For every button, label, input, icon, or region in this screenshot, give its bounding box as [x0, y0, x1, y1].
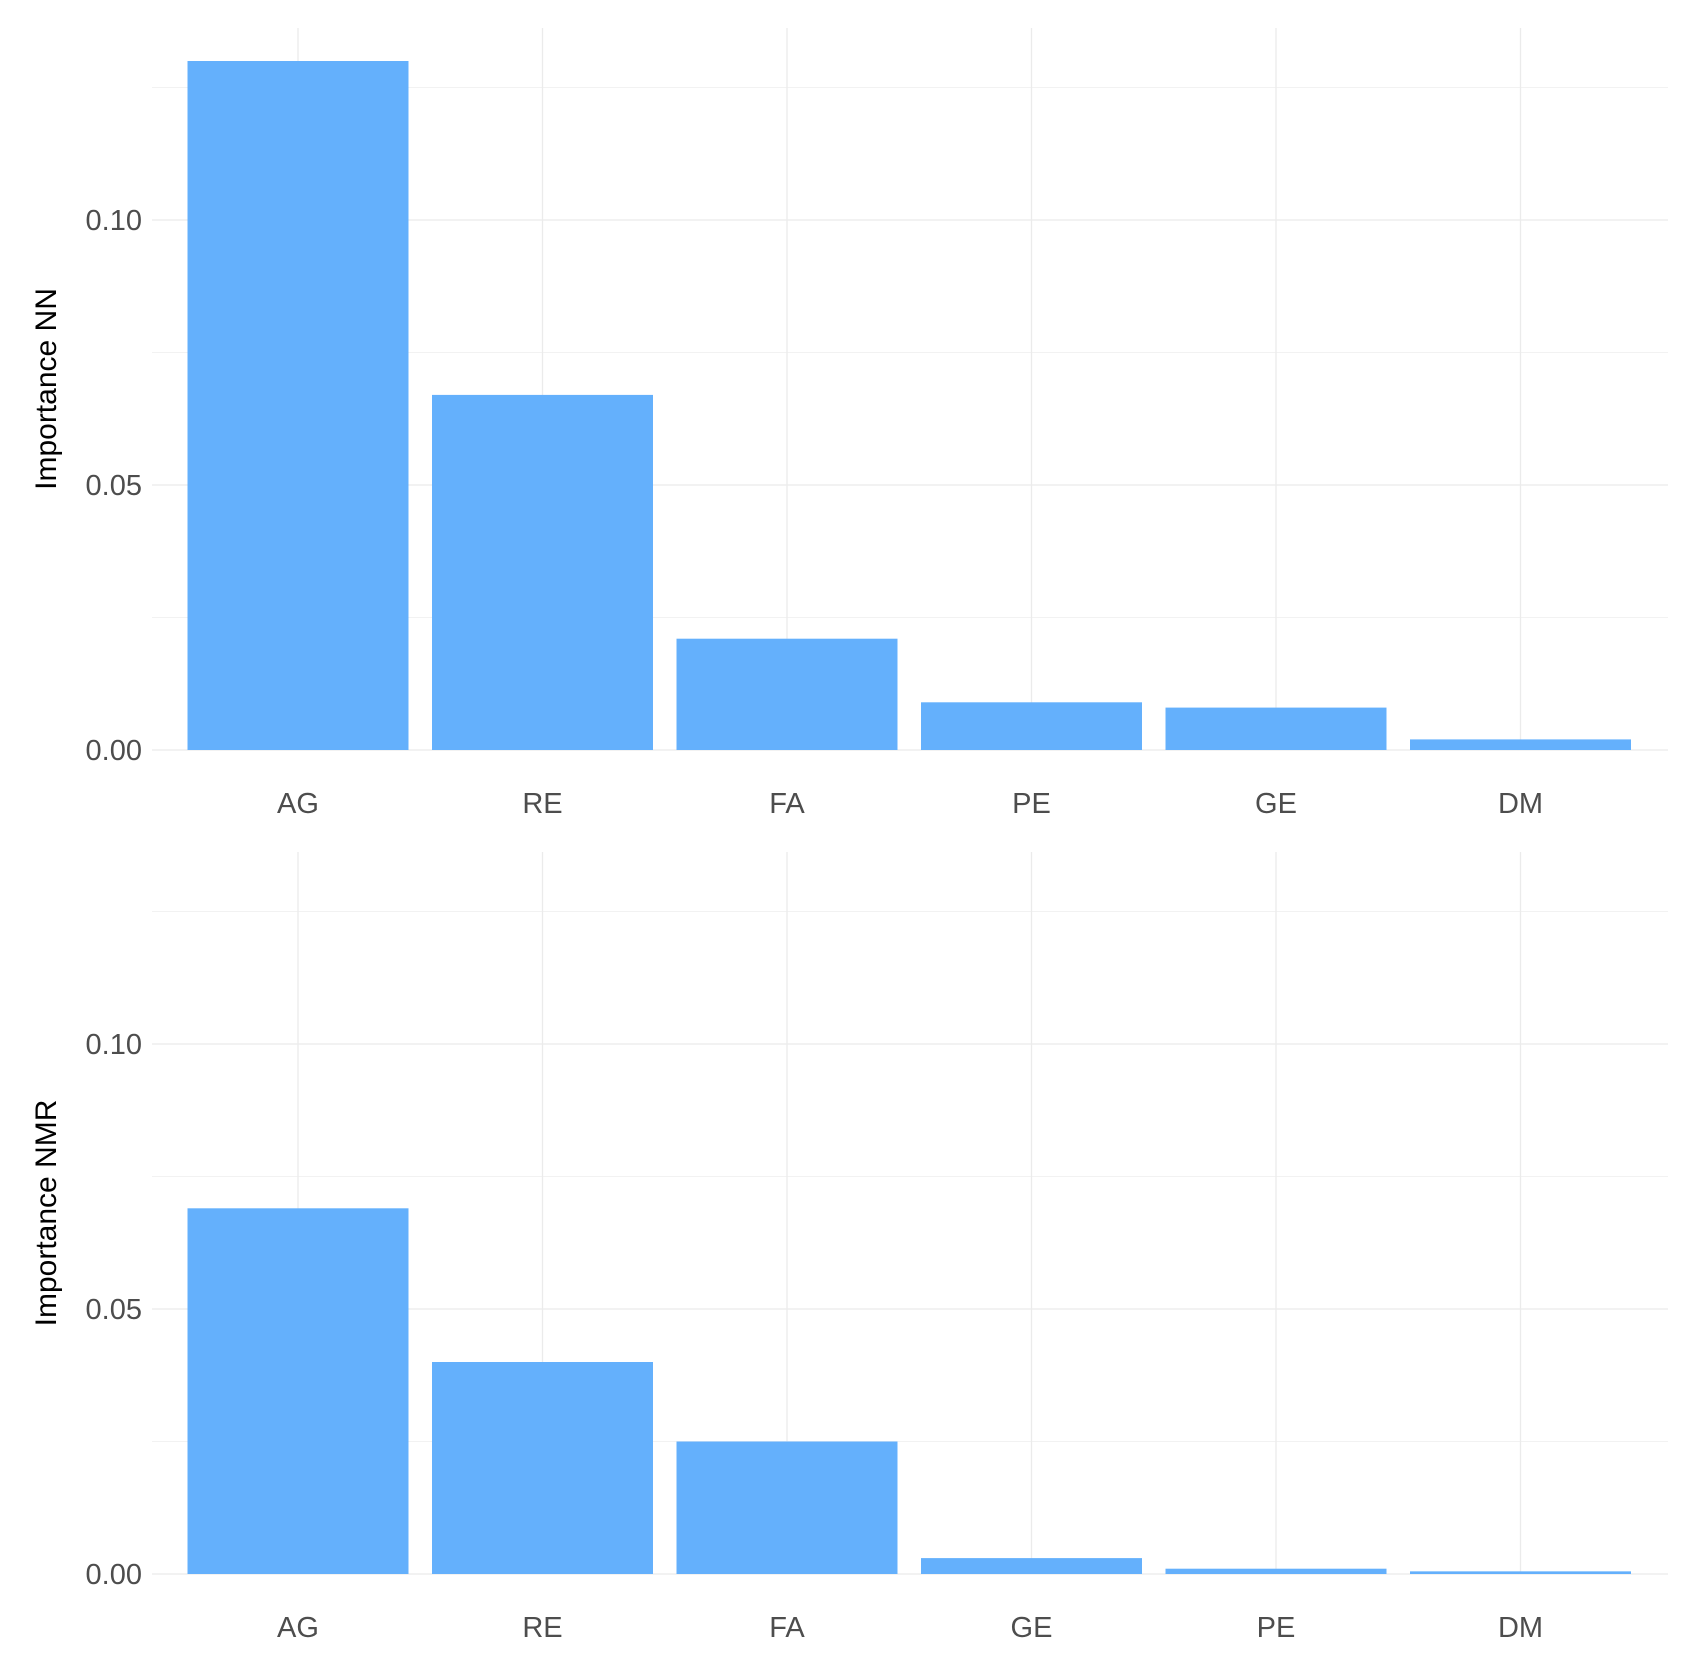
- x-tick-label: PE: [1012, 788, 1051, 820]
- bar-fa: [676, 1441, 898, 1574]
- x-tick-label: RE: [522, 1612, 562, 1644]
- bar-re: [432, 1362, 653, 1574]
- bar-fa: [676, 638, 898, 750]
- x-tick-label: DM: [1498, 788, 1543, 820]
- bar-pe: [1165, 1568, 1387, 1574]
- y-tick-label: 0.00: [86, 735, 142, 767]
- x-tick-label: DM: [1498, 1612, 1543, 1644]
- y-axis-title: Importance NN: [30, 288, 63, 490]
- x-tick-label: RE: [522, 788, 562, 820]
- bar-dm: [1410, 739, 1631, 750]
- bar-ge: [1165, 707, 1387, 750]
- x-tick-label: AG: [277, 1612, 319, 1644]
- y-tick-label: 0.05: [86, 470, 142, 502]
- y-tick-label: 0.10: [86, 1029, 142, 1061]
- bars: [187, 1208, 1631, 1574]
- bar-pe: [921, 702, 1142, 750]
- bars: [187, 61, 1631, 750]
- y-tick-label: 0.10: [86, 205, 142, 237]
- x-tick-label: AG: [277, 788, 319, 820]
- chart-panel-nmr: Importance NMR 0.00 0.05 0.10 AG RE FA GE PE DM: [30, 852, 1668, 1644]
- x-tick-label: FA: [769, 1612, 805, 1644]
- x-tick-label: PE: [1257, 1612, 1296, 1644]
- bar-dm: [1410, 1571, 1631, 1574]
- y-axis-title: Importance NMR: [30, 1100, 63, 1327]
- x-tick-label: GE: [1011, 1612, 1053, 1644]
- chart-panel-nn: Importance NN 0.00 0.05 0.10 AG RE FA PE GE DM: [30, 28, 1668, 820]
- grid: [152, 852, 1668, 1575]
- bar-re: [432, 394, 653, 750]
- bar-ag: [187, 1208, 409, 1574]
- bar-ge: [921, 1558, 1142, 1574]
- x-tick-label: FA: [769, 788, 805, 820]
- x-tick-label: GE: [1255, 788, 1297, 820]
- y-tick-label: 0.00: [86, 1559, 142, 1591]
- bar-ag: [187, 61, 409, 750]
- y-tick-label: 0.05: [86, 1294, 142, 1326]
